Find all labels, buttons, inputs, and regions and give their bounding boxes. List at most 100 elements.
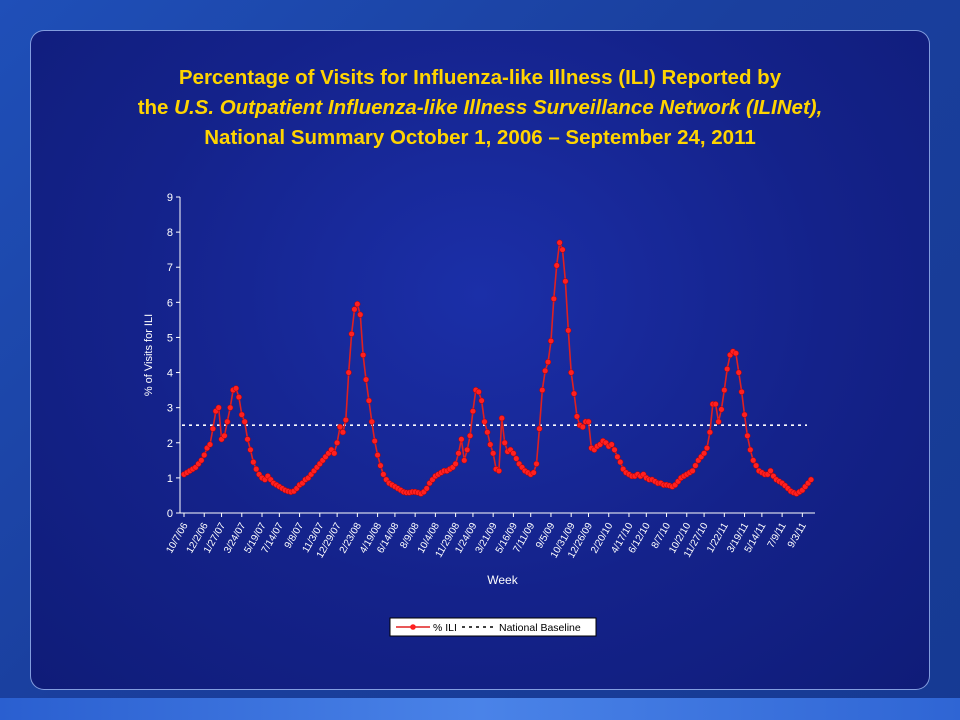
ili-data-point [250, 459, 257, 466]
y-tick-label: 8 [167, 227, 173, 239]
ili-data-point [244, 436, 251, 443]
ili-data-point [692, 462, 699, 469]
bottom-accent-band [0, 698, 960, 720]
ili-data-point [368, 418, 375, 425]
ili-data-point [510, 450, 517, 457]
ili-data-point [571, 390, 578, 397]
ili-data-point [701, 450, 708, 457]
ili-data-point [351, 306, 358, 313]
ili-data-point [767, 467, 774, 474]
y-tick-label: 1 [167, 473, 173, 485]
ili-data-point [724, 365, 731, 373]
y-tick-label: 5 [167, 332, 173, 344]
ili-data-point [741, 411, 748, 418]
ili-data-point [732, 350, 739, 357]
ili-data-point [201, 452, 208, 459]
ili-data-point [703, 444, 711, 452]
ili-data-point [738, 388, 745, 395]
ili-data-point [365, 397, 372, 404]
ili-data-point [513, 455, 520, 462]
ili-data-point [374, 452, 381, 459]
ili-data-point [339, 429, 346, 436]
ili-data-point [467, 432, 474, 439]
ili-data-point [579, 423, 586, 431]
y-tick-label: 9 [167, 192, 173, 204]
ili-data-point [495, 467, 502, 474]
ili-data-point [559, 246, 566, 253]
ili-data-point [334, 439, 341, 446]
legend-ili-swatch-marker [410, 624, 416, 630]
ili-data-point [357, 311, 364, 318]
ili-data-point [718, 406, 725, 413]
ili-data-point [475, 388, 482, 395]
ili-data-point [568, 369, 575, 376]
ili-data-point [565, 327, 572, 334]
ili-data-point [585, 418, 592, 425]
ili-data-point [458, 436, 465, 443]
legend-ili-label: % ILI [433, 622, 457, 634]
ili-data-point [487, 441, 494, 448]
ili-data-point [611, 446, 618, 453]
ili-data-point [469, 408, 476, 415]
ili-data-point [747, 446, 754, 453]
ili-data-point [530, 469, 537, 476]
ili-data-point [706, 429, 713, 436]
ili-data-point [556, 239, 563, 246]
ili-data-point [221, 432, 228, 439]
y-tick-label: 2 [167, 438, 173, 450]
y-tick-label: 7 [167, 262, 173, 274]
ili-data-point [550, 295, 557, 302]
ili-series-line [183, 239, 812, 495]
ili-data-point [452, 460, 459, 467]
legend-baseline-label: National Baseline [499, 622, 581, 634]
ili-data-point [608, 441, 615, 448]
ili-data-point [464, 446, 471, 453]
ili-data-point [455, 450, 462, 457]
title-line-3: National Summary October 1, 2006 – Septe… [204, 126, 756, 149]
chart-title: Percentage of Visits for Influenza-like … [0, 63, 960, 153]
ili-data-point [490, 450, 497, 457]
ili-data-point [247, 446, 254, 453]
ili-data-point [536, 425, 543, 432]
ili-data-point [342, 416, 349, 424]
legend: % ILI National Baseline [389, 617, 597, 637]
ili-data-point [227, 404, 234, 411]
ili-data-point [241, 418, 248, 425]
y-tick-label: 6 [167, 297, 173, 309]
y-tick-label: 0 [167, 508, 173, 520]
ili-data-point [735, 369, 742, 376]
ili-data-point [206, 441, 214, 448]
ili-data-point [533, 460, 540, 467]
ili-data-point [501, 439, 508, 446]
y-axis-title: % of Visits for ILI [143, 314, 155, 396]
y-tick-label: 4 [167, 368, 173, 380]
ili-data-point [715, 418, 722, 425]
ili-data-point [377, 462, 384, 469]
ili-data-point [545, 358, 552, 366]
ili-data-point [481, 418, 488, 425]
ili-data-point [253, 466, 260, 473]
ili-data-point [345, 369, 352, 376]
ili-data-point [712, 401, 719, 408]
ili-data-point [617, 459, 624, 466]
ili-data-point [423, 485, 430, 492]
ili-data-point [360, 351, 367, 359]
x-axis-title: Week [487, 573, 518, 587]
ili-data-point [807, 476, 815, 483]
ili-data-point [547, 337, 555, 345]
ili-data-point [484, 429, 491, 436]
ili-data-point [371, 437, 378, 445]
ili-data-point [562, 278, 569, 285]
ili-data-point [232, 385, 240, 392]
ili-data-point [542, 367, 549, 374]
title-line-2-italic: U.S. Outpatient Influenza-like Illness S… [174, 96, 823, 119]
ili-data-point [198, 457, 205, 464]
ili-data-point [354, 301, 361, 308]
ili-data-point [209, 425, 216, 432]
ili-data-point [478, 397, 485, 404]
ili-data-point [235, 394, 242, 401]
ili-data-point [461, 457, 468, 464]
ili-data-point [224, 418, 231, 425]
ili-data-point [498, 415, 505, 422]
